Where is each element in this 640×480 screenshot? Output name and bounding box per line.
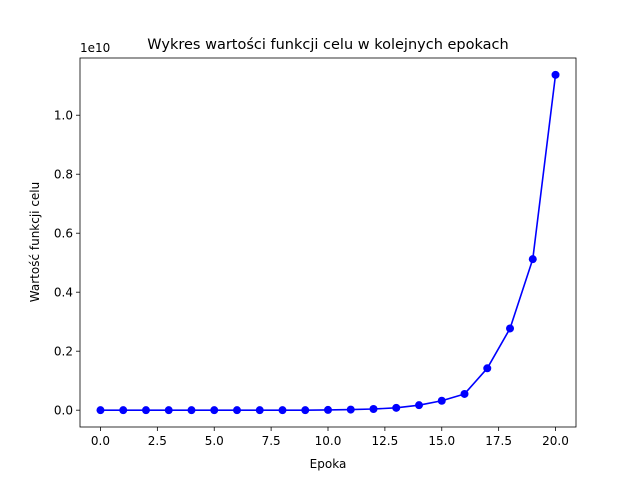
x-tick-label: 5.0: [205, 434, 224, 448]
data-point: [369, 405, 378, 414]
y-tick-label: 0.0: [54, 404, 73, 418]
data-point: [164, 406, 173, 415]
data-point: [551, 70, 560, 79]
x-tick-label: 2.5: [148, 434, 167, 448]
y-tick-label: 0.8: [54, 168, 73, 182]
x-tick-label: 20.0: [542, 434, 569, 448]
series-line: [100, 74, 557, 411]
data-point: [232, 406, 241, 415]
data-point: [415, 401, 424, 410]
x-tick-label: 10.0: [315, 434, 342, 448]
y-tick-label: 0.2: [54, 345, 73, 359]
x-tick-label: 17.5: [485, 434, 512, 448]
data-point: [483, 364, 492, 373]
plot-area: 0.0 2.5 5.0 7.5 10.0 12.5 15.0 17.5 20.0 0.0 0.2 0.…: [54, 57, 577, 448]
data-point: [255, 406, 264, 415]
x-tick-label: 7.5: [262, 434, 281, 448]
x-tick-label: 15.0: [428, 434, 455, 448]
y-tick-label: 1.0: [54, 109, 73, 123]
data-point: [301, 406, 310, 415]
data-point: [119, 406, 128, 415]
data-point: [528, 255, 537, 264]
y-axis-label: Wartość funkcji celu: [28, 182, 42, 302]
data-point: [210, 406, 219, 415]
data-point: [460, 389, 469, 398]
x-axis-label: Epoka: [310, 457, 347, 471]
chart-title: Wykres wartości funkcji celu w kolejnych…: [147, 37, 508, 53]
data-point: [346, 405, 355, 414]
data-point: [96, 406, 105, 415]
data-point: [392, 403, 401, 412]
x-tick-label: 0.0: [91, 434, 110, 448]
data-point: [506, 324, 515, 333]
data-point: [437, 396, 446, 405]
data-point: [141, 406, 150, 415]
y-tick-label: 0.6: [54, 227, 73, 241]
data-point: [187, 406, 196, 415]
data-point: [324, 405, 332, 414]
y-tick-label: 0.4: [54, 286, 73, 300]
data-point: [278, 406, 287, 415]
y-offset-label: 1e10: [80, 41, 110, 55]
x-tick-label: 12.5: [372, 434, 399, 448]
axes-frame: [79, 57, 577, 428]
